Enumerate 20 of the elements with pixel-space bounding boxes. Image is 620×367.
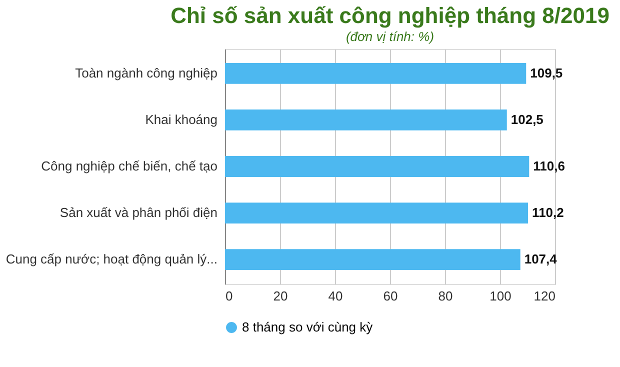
chart-subtitle: (đơn vị tính: %) [346,29,434,44]
x-tick-label: 0 [226,288,233,304]
x-tick-label: 100 [490,288,512,304]
data-label: 109,5 [530,65,563,80]
x-tick-label: 60 [383,288,398,304]
data-label: 110,2 [532,205,564,220]
x-tick-label: 40 [328,288,343,304]
y-tick-label: Toàn ngành công nghiệp [75,65,218,80]
legend-label: 8 tháng so với cùng kỳ [242,320,374,334]
chart-title: Chỉ số sản xuất công nghiệp tháng 8/2019 [170,3,610,28]
data-label: 102,5 [510,112,544,127]
y-tick-label: Công nghiệp chế biến, chế tạo [41,158,218,174]
data-label: 107,4 [524,252,558,267]
x-tick-label: 20 [273,288,288,304]
y-tick-label: Sản xuất và phân phối điện [60,205,218,220]
x-tick-label: 120 [534,288,556,304]
x-tick-label: 80 [438,288,453,304]
data-label: 110,6 [533,158,565,174]
y-tick-label: Cung cấp nước; hoạt động quản lý... [6,252,218,267]
y-tick-label: Khai khoáng [145,112,218,127]
